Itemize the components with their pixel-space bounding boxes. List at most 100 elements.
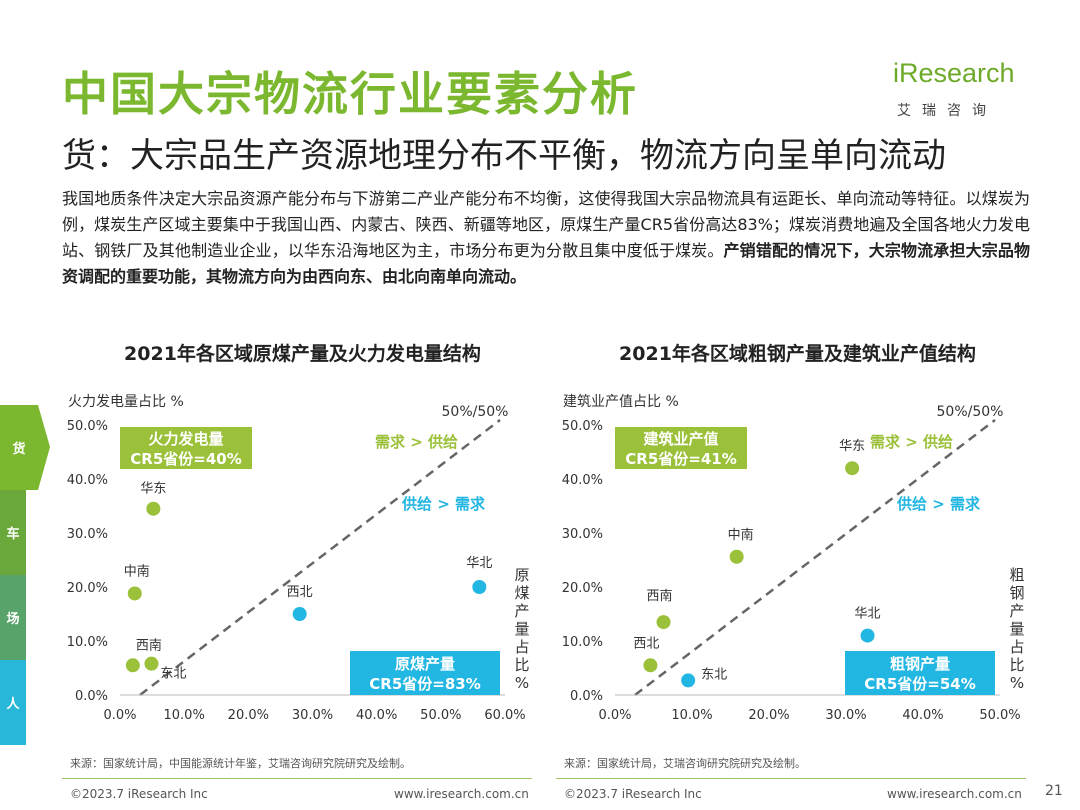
demand-region-label: 需求 > 供给 [870,433,953,451]
y-tick-label: 0.0% [75,689,108,704]
side-tab-people[interactable]: 人 [0,660,26,745]
page-title: 中国大宗物流行业要素分析 [62,67,638,121]
top-cr5-box [615,427,747,469]
bottom-cr5-box-title: 粗钢产量 [890,655,950,673]
footer-copyright-left: ©2023.7 iResearch Inc [70,787,208,801]
side-tab-nav: 货 车 场 人 [0,405,50,745]
top-cr5-box-value: CR5省份=41% [625,450,736,468]
page-number: 21 [1045,783,1063,799]
y-tick-label: 30.0% [562,527,603,542]
top-cr5-box-value: CR5省份=40% [130,450,241,468]
data-point-label: 东北 [701,667,727,682]
data-point [845,461,860,476]
diagonal-reference-line [139,419,501,696]
data-point [681,673,696,688]
y-tick-label: 30.0% [67,527,108,542]
data-point-label: 西北 [633,636,659,651]
footer-divider-left [62,778,532,779]
x-tick-label: 10.0% [671,708,712,723]
x-axis-label-char: 粗 [1009,566,1024,584]
data-point [144,656,159,671]
y-tick-label: 50.0% [562,419,603,434]
x-tick-label: 10.0% [164,708,205,723]
x-tick-label: 50.0% [979,708,1020,723]
data-point [127,586,142,601]
x-tick-label: 50.0% [420,708,461,723]
data-point-label: 华东 [839,439,865,454]
bottom-cr5-box [350,651,500,695]
data-point-label: 中南 [124,563,150,579]
diagonal-label: 50%/50% [442,404,509,420]
chart-title: 2021年各区域原煤产量及火力发电量结构 [124,342,481,365]
data-point [146,501,161,516]
x-tick-label: 60.0% [484,708,525,723]
y-tick-label: 10.0% [562,635,603,650]
demand-region-label: 需求 > 供给 [375,433,458,451]
x-axis-label-char: 比 [514,656,529,674]
y-tick-label: 40.0% [67,473,108,488]
y-axis-label: 建筑业产值占比 % [563,394,679,410]
data-point [860,628,875,643]
x-tick-label: 40.0% [356,708,397,723]
x-tick-label: 30.0% [825,708,866,723]
x-axis-label-char: 量 [514,620,529,638]
diagonal-label: 50%/50% [937,404,1004,420]
side-tab-goods[interactable]: 货 [0,405,50,490]
top-cr5-box-title: 火力发电量 [148,430,223,448]
data-point [656,615,671,630]
y-tick-label: 20.0% [562,581,603,596]
data-point-label: 东北 [160,667,186,682]
x-tick-label: 0.0% [103,708,136,723]
x-axis-label-char: 占 [1009,638,1024,656]
logo-main-text: iResearch [893,58,1015,88]
data-point-label: 西南 [136,637,162,653]
y-axis-label: 火力发电量占比 % [68,394,184,410]
supply-region-label: 供给 > 需求 [896,495,981,513]
side-tab-vehicle[interactable]: 车 [0,490,26,575]
x-tick-label: 40.0% [902,708,943,723]
x-axis-label-char: 产 [1009,602,1024,620]
y-tick-label: 50.0% [67,419,108,434]
data-point [472,580,487,594]
x-axis-label-char: 煤 [514,584,529,602]
side-tab-site[interactable]: 场 [0,575,26,660]
page-subtitle: 货：大宗品生产资源地理分布不平衡，物流方向呈单向流动 [62,136,946,176]
data-point-label: 西南 [647,588,673,604]
x-tick-label: 20.0% [748,708,789,723]
x-axis-label-char: 比 [1009,656,1024,674]
data-point-label: 华北 [466,556,492,571]
x-tick-label: 20.0% [228,708,269,723]
footer-copyright-right: ©2023.7 iResearch Inc [564,787,702,801]
x-axis-label-char: % [1010,674,1024,692]
x-axis-label-char: 产 [514,602,529,620]
footer-url-left: www.iresearch.com.cn [394,787,529,801]
data-point-label: 中南 [728,527,754,543]
top-cr5-box-title: 建筑业产值 [643,430,718,448]
footer-url-right: www.iresearch.com.cn [887,787,1022,801]
intro-bold-text: 产销错配的情况下，大宗物流承担大宗品物资调配的重要功能，其物流方向为由西向东、由… [62,241,1030,286]
source-note-left: 来源：国家统计局，中国能源统计年鉴，艾瑞咨询研究院研究及绘制。 [70,757,411,770]
data-point [125,658,140,673]
top-cr5-box [120,427,252,469]
logo-sub-text: 艾瑞咨询 [897,103,997,119]
x-axis-label-char: % [515,674,529,692]
source-note-right: 来源：国家统计局，艾瑞咨询研究院研究及绘制。 [564,757,806,770]
y-tick-label: 0.0% [570,689,603,704]
data-point [729,549,744,564]
supply-region-label: 供给 > 需求 [401,495,486,513]
footer-divider-right [556,778,1026,779]
bottom-cr5-box-title: 原煤产量 [395,655,455,673]
chart-title: 2021年各区域粗钢产量及建筑业产值结构 [619,342,976,365]
bottom-cr5-box [845,651,995,695]
bottom-cr5-box-value: CR5省份=83% [369,675,480,693]
data-point-label: 西北 [287,585,313,600]
x-axis-label-char: 钢 [1009,584,1024,602]
diagonal-reference-line [634,419,996,696]
x-tick-label: 30.0% [292,708,333,723]
intro-paragraph: 我国地质条件决定大宗品资源产能分布与下游第二产业产能分布不均衡，这使得我国大宗品… [62,186,1030,290]
data-point [292,607,307,621]
data-point-label: 华北 [855,607,881,622]
x-tick-label: 0.0% [598,708,631,723]
